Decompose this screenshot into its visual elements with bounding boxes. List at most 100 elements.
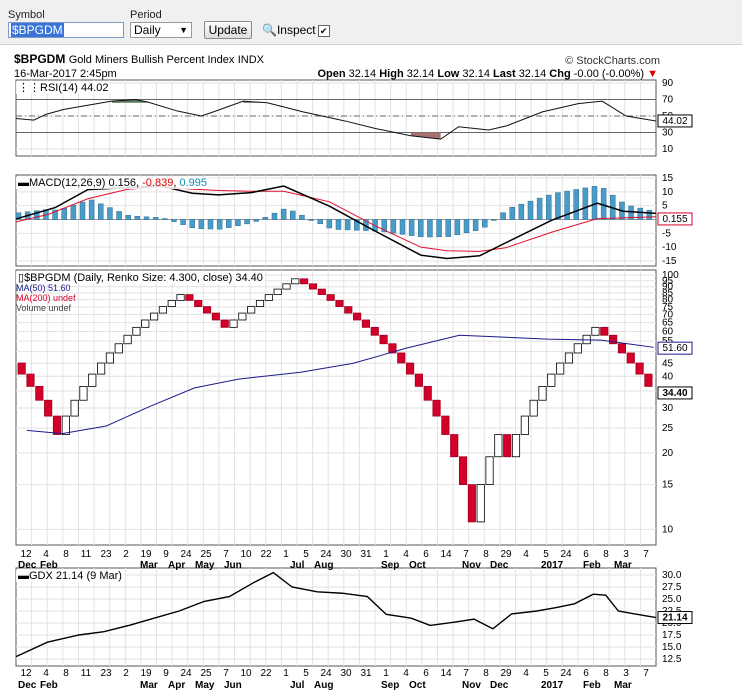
rsi-tick-label: 10 — [662, 144, 674, 155]
rsi-tick-label: 90 — [662, 78, 674, 89]
price-tick-label: 65 — [662, 318, 674, 329]
renko-up-brick — [255, 300, 265, 307]
renko-up-brick — [229, 319, 238, 328]
top-axis-day-tick: 8 — [63, 549, 69, 560]
macd-value-1: 0.156 — [108, 177, 137, 189]
macd-histogram-bar — [207, 219, 214, 230]
bottom-axis-day-tick: 6 — [423, 668, 429, 679]
top-axis-month-label: Nov — [462, 560, 481, 571]
chg-value: -0.00 (-0.00%) — [573, 68, 645, 80]
bottom-axis-month-label: Jul — [290, 680, 305, 691]
renko-down-brick — [503, 434, 512, 458]
macd-histogram-bar — [262, 217, 269, 220]
macd-histogram-bar — [79, 201, 86, 220]
bottom-axis-month-label: Dec — [18, 680, 37, 691]
macd-value-tag — [657, 212, 693, 226]
renko-down-brick — [644, 373, 653, 387]
bottom-axis-day-tick: 7 — [463, 668, 469, 679]
macd-histogram-bar — [491, 219, 497, 221]
renko-down-brick — [185, 294, 194, 301]
renko-up-brick — [556, 362, 565, 375]
price-tick-label: 45 — [662, 358, 674, 369]
renko-down-brick — [617, 343, 627, 354]
price-tick-label: 100 — [662, 270, 679, 281]
renko-down-brick — [406, 362, 415, 375]
bottom-axis-day-tick: 2 — [123, 668, 129, 679]
inspect-checkbox[interactable]: ✔ — [317, 24, 330, 37]
renko-up-brick — [529, 399, 538, 417]
macd-histogram-bar — [500, 212, 506, 220]
bottom-axis-month-label: Apr — [168, 680, 185, 691]
bottom-axis-month-label: Mar — [140, 680, 158, 691]
ma50-value-tag — [657, 341, 693, 355]
renko-up-brick — [494, 434, 503, 458]
renko-down-brick — [26, 373, 35, 387]
macd-histogram-bar — [61, 208, 67, 220]
price-tick-label: 80 — [662, 295, 674, 306]
renko-down-brick — [308, 283, 318, 290]
macd-histogram-bar — [253, 219, 259, 222]
macd-histogram-bar — [107, 207, 113, 220]
renko-up-brick — [564, 352, 574, 364]
gdx-value-tag — [657, 611, 693, 625]
macd-histogram-bar — [463, 219, 470, 233]
price-tick-label: 10 — [662, 524, 674, 535]
price-tick-label: 60 — [662, 327, 674, 338]
macd-tick-label: -15 — [662, 256, 677, 267]
renko-up-brick — [520, 415, 529, 435]
macd-histogram-bar — [189, 219, 195, 229]
macd-histogram-bar — [70, 204, 77, 220]
bottom-axis-month-label: Sep — [381, 680, 399, 691]
renko-down-brick — [441, 415, 450, 435]
macd-histogram-bar — [573, 189, 579, 220]
last-value: 32.14 — [518, 68, 547, 80]
chart-index-name: Gold Miners Bullish Percent Index — [68, 54, 235, 66]
macd-histogram-bar — [271, 212, 278, 220]
renko-up-brick — [573, 343, 582, 354]
renko-down-brick — [467, 484, 476, 523]
update-button[interactable]: Update — [204, 21, 252, 39]
chart-symbol: $BPGDM — [14, 52, 66, 66]
macd-histogram-bar — [335, 219, 342, 230]
top-axis-day-tick: 8 — [483, 549, 489, 560]
rsi-label: ⋮⋮RSI(14) 44.02 — [16, 81, 111, 94]
inspect-toggle[interactable]: 🔍Inspect ✔ — [262, 23, 330, 37]
top-axis-day-tick: 1 — [283, 549, 289, 560]
renko-up-brick — [511, 434, 521, 458]
ma50-line — [26, 334, 654, 435]
top-axis-day-tick: 4 — [403, 549, 409, 560]
symbol-field-label: Symbol — [8, 9, 45, 21]
bottom-axis-day-tick: 29 — [500, 668, 512, 679]
macd-histogram-bar — [418, 219, 424, 238]
gdx-label: ▬GDX 21.14 (9 Mar) — [16, 570, 124, 582]
macd-histogram-bar — [98, 203, 104, 220]
ma50-value-tag-text: 51.60 — [662, 343, 687, 354]
bottom-axis-day-tick: 3 — [623, 668, 629, 679]
top-axis-day-tick: 1 — [383, 549, 389, 560]
price-tick-label: 30 — [662, 403, 674, 414]
period-select[interactable]: Daily ▼ — [130, 22, 192, 38]
symbol-input[interactable]: $BPGDM — [8, 22, 124, 38]
price-tick-label: 40 — [662, 371, 674, 382]
macd-histogram-bar — [436, 219, 442, 238]
gdx-tick-label: 27.5 — [662, 582, 682, 593]
macd-histogram-bar — [637, 207, 643, 220]
macd-histogram-bar — [143, 216, 150, 220]
macd-label: ▬MACD(12,26,9) 0.156, -0.839, 0.995 — [16, 177, 209, 189]
top-axis-month-label: Mar — [614, 560, 632, 571]
rsi-panel-frame — [15, 79, 657, 157]
macd-histogram-bar — [628, 205, 634, 220]
macd-histogram-bar — [326, 219, 333, 229]
renko-down-brick — [44, 399, 53, 417]
period-select-value: Daily — [134, 23, 161, 37]
renko-up-brick — [132, 326, 141, 336]
renko-up-brick — [485, 456, 494, 485]
renko-up-brick — [264, 294, 273, 301]
macd-tick-label: 15 — [662, 173, 674, 184]
last-value-tag — [657, 386, 693, 400]
top-axis-day-tick: 29 — [500, 549, 512, 560]
bottom-axis-day-tick: 19 — [140, 668, 152, 679]
gdx-tick-label: 15.0 — [662, 642, 682, 653]
macd-histogram-bar — [454, 219, 461, 236]
